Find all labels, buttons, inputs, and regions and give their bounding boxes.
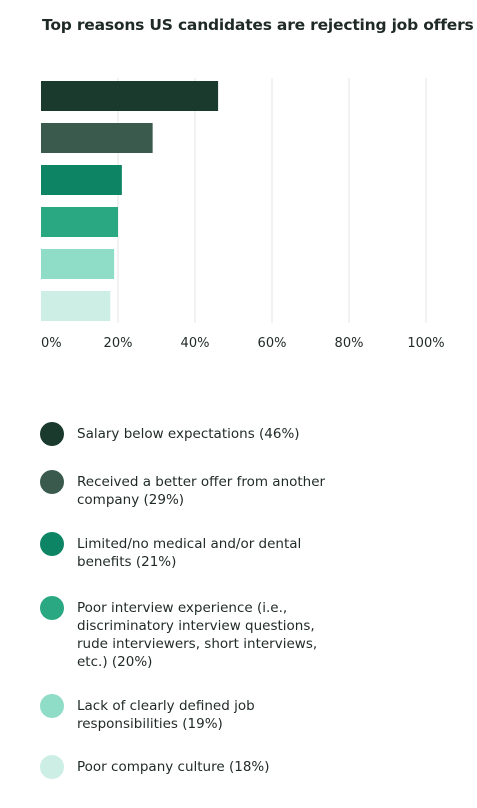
x-tick-label: 100% <box>407 336 444 351</box>
legend-swatch <box>40 470 64 494</box>
legend-label: Lack of clearly defined job responsibili… <box>77 698 255 732</box>
legend-label: Received a better offer from another com… <box>77 474 326 508</box>
legend-item: Poor company culture (18%) <box>40 755 347 779</box>
legend-item: Limited/no medical and/or dental benefit… <box>40 532 347 571</box>
x-tick-label: 80% <box>335 336 364 351</box>
legend-item: Received a better offer from another com… <box>40 470 347 509</box>
bar-3 <box>41 165 122 195</box>
bar-6 <box>41 291 111 321</box>
legend-item: Poor interview experience (i.e., discrim… <box>40 596 347 671</box>
bar-5 <box>41 249 115 279</box>
bar-2 <box>41 123 153 153</box>
legend-label: Poor company culture (18%) <box>77 759 270 775</box>
x-tick-label: 40% <box>181 336 210 351</box>
legend-item: Salary below expectations (46%) <box>40 422 347 446</box>
legend-swatch <box>40 755 64 779</box>
legend-label: Salary below expectations (46%) <box>77 426 300 442</box>
bar-4 <box>41 207 118 237</box>
legend-swatch <box>40 532 64 556</box>
legend-swatch <box>40 694 64 718</box>
x-tick-label: 60% <box>258 336 287 351</box>
legend-swatch <box>40 596 64 620</box>
chart-title: Top reasons US candidates are rejecting … <box>42 16 474 34</box>
legend-label: Limited/no medical and/or dental benefit… <box>77 536 302 570</box>
x-tick-label: 0% <box>41 336 62 351</box>
legend-label: Poor interview experience (i.e., discrim… <box>77 600 318 670</box>
bar-chart: 0% 20% 40% 60% 80% 100% <box>41 78 445 351</box>
legend-swatch <box>40 422 64 446</box>
x-tick-label: 20% <box>104 336 133 351</box>
bar-1 <box>41 81 219 111</box>
legend-item: Lack of clearly defined job responsibili… <box>40 694 347 733</box>
